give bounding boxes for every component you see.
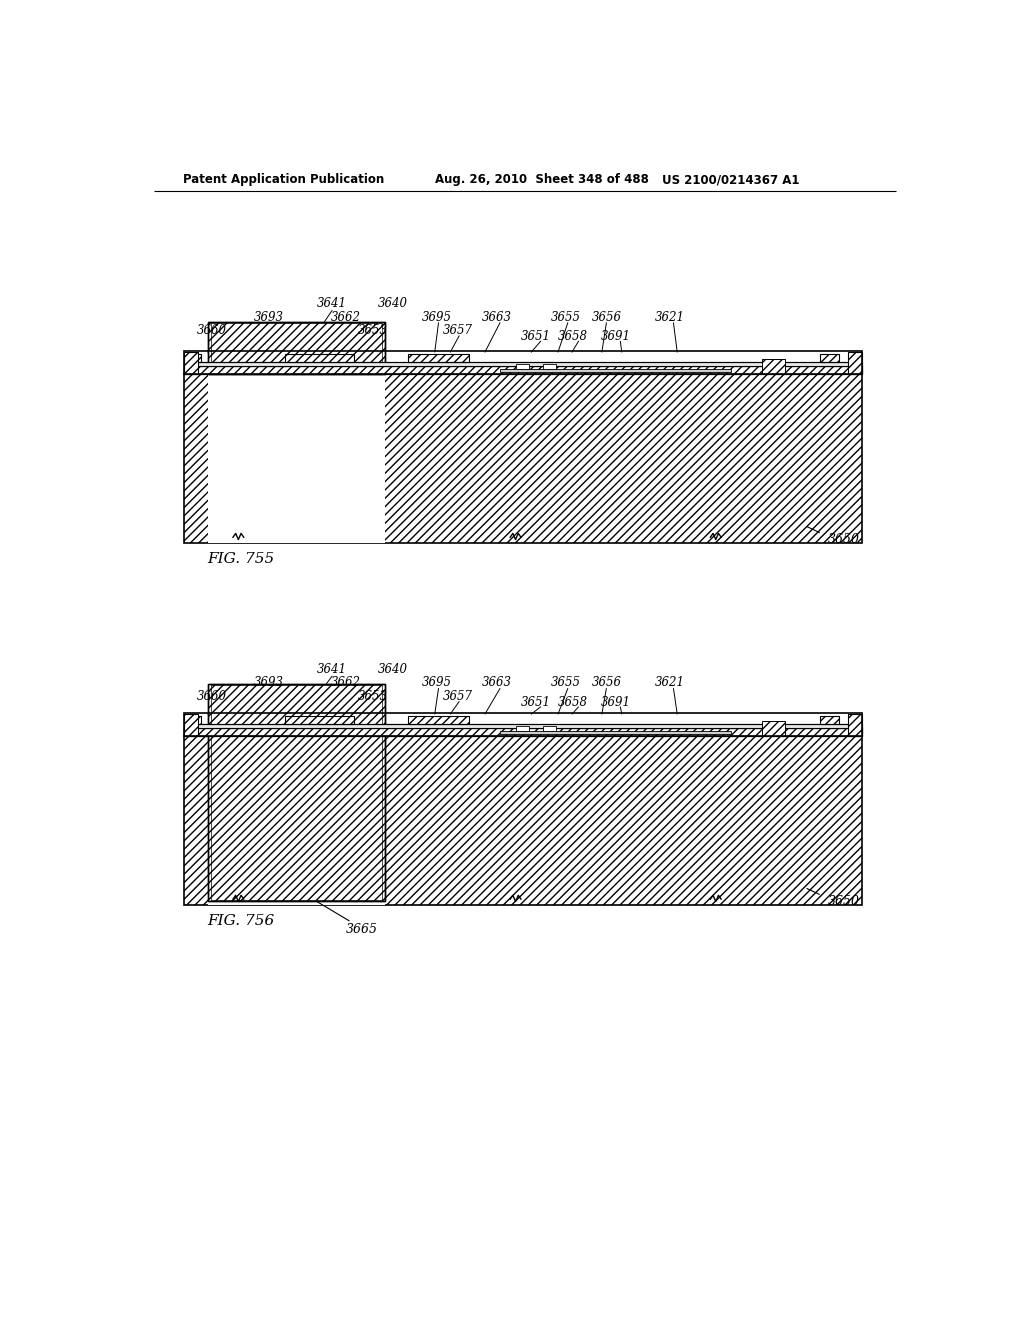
Bar bbox=[543, 364, 556, 368]
Bar bbox=[848, 714, 862, 737]
Bar bbox=[184, 354, 202, 362]
Text: 3660: 3660 bbox=[197, 690, 226, 704]
Bar bbox=[848, 352, 862, 374]
Text: 3693: 3693 bbox=[254, 310, 284, 323]
Text: 3665: 3665 bbox=[345, 924, 378, 936]
Bar bbox=[208, 322, 385, 374]
Bar bbox=[285, 354, 354, 362]
Bar bbox=[500, 730, 731, 734]
Text: 3653: 3653 bbox=[358, 690, 388, 704]
Text: 3657: 3657 bbox=[442, 690, 473, 704]
Bar bbox=[500, 368, 731, 372]
Bar bbox=[211, 323, 382, 372]
Bar bbox=[184, 351, 862, 374]
Text: 3695: 3695 bbox=[422, 310, 452, 323]
Bar bbox=[184, 729, 862, 737]
Bar bbox=[184, 713, 862, 737]
Text: 3650: 3650 bbox=[827, 533, 859, 546]
Text: US 2100/0214367 A1: US 2100/0214367 A1 bbox=[662, 173, 800, 186]
Bar bbox=[184, 366, 862, 374]
Text: 3655: 3655 bbox=[551, 310, 581, 323]
Bar bbox=[184, 715, 202, 723]
Bar bbox=[408, 354, 469, 362]
Text: 3656: 3656 bbox=[592, 676, 622, 689]
Bar bbox=[208, 735, 385, 906]
Bar bbox=[285, 715, 354, 723]
Bar bbox=[208, 684, 385, 902]
Text: 3651: 3651 bbox=[521, 696, 551, 709]
Bar bbox=[184, 723, 862, 729]
Text: 3663: 3663 bbox=[482, 676, 512, 689]
Bar bbox=[762, 359, 785, 374]
Bar bbox=[762, 721, 785, 737]
Bar bbox=[515, 726, 529, 730]
Bar bbox=[208, 684, 385, 902]
Text: 3641: 3641 bbox=[317, 297, 347, 310]
Text: 3655: 3655 bbox=[551, 676, 581, 689]
Text: 3656: 3656 bbox=[592, 310, 622, 323]
Bar bbox=[211, 685, 382, 900]
Text: 3621: 3621 bbox=[654, 310, 685, 323]
Text: 3660: 3660 bbox=[197, 325, 226, 338]
Text: 3662: 3662 bbox=[331, 310, 361, 323]
Text: FIG. 755: FIG. 755 bbox=[208, 552, 274, 566]
Text: 3662: 3662 bbox=[331, 676, 361, 689]
Text: 3658: 3658 bbox=[558, 330, 589, 343]
Text: 3650: 3650 bbox=[827, 895, 859, 908]
Text: 3657: 3657 bbox=[442, 325, 473, 338]
Bar bbox=[208, 322, 385, 374]
Bar bbox=[184, 374, 862, 544]
Text: FIG. 756: FIG. 756 bbox=[208, 913, 274, 928]
Text: 3658: 3658 bbox=[558, 696, 589, 709]
Text: 3693: 3693 bbox=[254, 676, 284, 689]
Text: 3653: 3653 bbox=[358, 325, 388, 338]
Text: 3651: 3651 bbox=[521, 330, 551, 343]
Text: Patent Application Publication: Patent Application Publication bbox=[183, 173, 384, 186]
Bar bbox=[408, 715, 469, 723]
Bar bbox=[819, 354, 839, 362]
Text: 3691: 3691 bbox=[601, 330, 631, 343]
Text: 3640: 3640 bbox=[378, 297, 408, 310]
Bar bbox=[184, 737, 862, 906]
Bar bbox=[543, 726, 556, 730]
Text: 3621: 3621 bbox=[654, 676, 685, 689]
Bar bbox=[184, 352, 199, 374]
Text: 3640: 3640 bbox=[378, 663, 408, 676]
Bar bbox=[208, 374, 385, 544]
Text: 3663: 3663 bbox=[482, 310, 512, 323]
Text: 3695: 3695 bbox=[422, 676, 452, 689]
Bar bbox=[515, 364, 529, 368]
Text: Aug. 26, 2010  Sheet 348 of 488: Aug. 26, 2010 Sheet 348 of 488 bbox=[435, 173, 648, 186]
Bar bbox=[184, 714, 199, 737]
Text: 3641: 3641 bbox=[317, 663, 347, 676]
Text: 3691: 3691 bbox=[601, 696, 631, 709]
Bar bbox=[819, 715, 839, 723]
Bar bbox=[184, 362, 862, 367]
